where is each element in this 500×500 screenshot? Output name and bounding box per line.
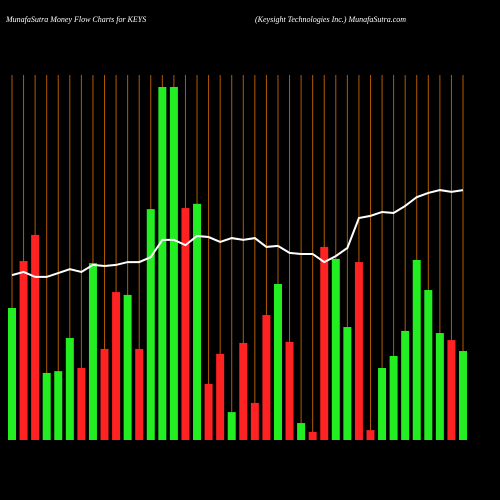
bar [193,203,202,440]
bar [227,412,236,440]
bar [19,261,28,440]
bar [216,353,225,440]
bar [424,289,433,440]
bar [88,263,97,440]
bar [459,351,467,440]
bar [31,234,40,440]
bar [169,87,178,440]
bar [239,342,248,440]
bar [378,367,387,440]
bar [181,208,190,440]
bar [250,402,259,440]
bar [204,383,213,440]
bar [366,430,375,440]
chart-subtitle: (Keysight Technologies Inc.) MunafaSutra… [255,15,406,24]
bar [435,333,444,440]
bar [412,259,421,440]
bar [262,315,271,440]
bar [54,371,63,440]
bar [100,348,109,440]
bar [146,209,155,440]
bar [65,337,74,440]
flow-line [11,189,464,278]
bar [158,87,167,440]
bar [8,307,16,440]
bar [354,262,363,440]
bar [308,431,317,440]
bar [135,348,144,440]
bar [77,367,86,440]
bar [447,340,456,440]
bar [123,294,132,440]
bar [331,258,340,440]
chart-title: MunafaSutra Money Flow Charts for KEYS [5,15,146,24]
bar [320,246,329,440]
bar [343,327,352,440]
bar [285,341,294,440]
bar [112,292,121,440]
bar [401,330,410,440]
bar [389,355,398,440]
bar [273,283,282,440]
bar [297,423,306,440]
bar [42,372,51,440]
